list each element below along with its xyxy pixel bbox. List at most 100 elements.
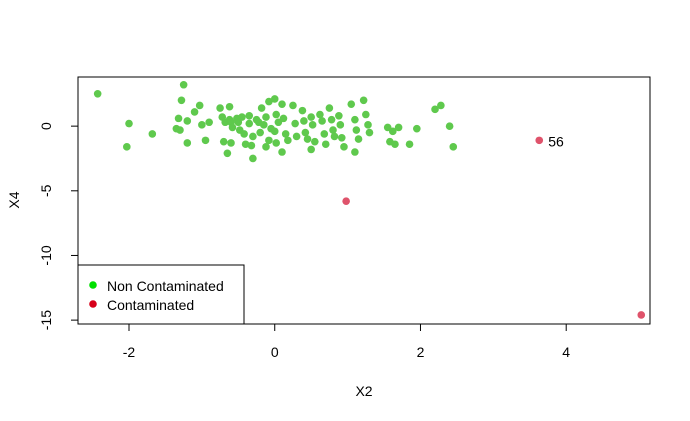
data-point-non-contaminated [365,128,374,137]
data-point-non-contaminated [327,115,336,124]
data-point-non-contaminated [198,121,206,129]
data-point-non-contaminated [183,139,192,147]
legend-label-contaminated: Contaminated [107,297,194,313]
data-point-non-contaminated [316,110,324,119]
data-point-non-contaminated [284,136,292,145]
legend: Non Contaminated Contaminated [77,264,245,325]
data-point-non-contaminated [335,111,343,120]
data-point-non-contaminated [351,148,359,156]
data-point-non-contaminated [241,140,250,149]
point-label: 56 [548,133,564,149]
data-point-non-contaminated [329,126,337,134]
data-point-non-contaminated [262,113,270,121]
data-point-non-contaminated [301,128,310,137]
data-point-non-contaminated [449,143,458,151]
data-point-non-contaminated [262,143,270,151]
data-point-non-contaminated [240,130,248,138]
point-annotations: 56 [548,133,564,149]
data-point-non-contaminated [307,113,315,121]
data-point-non-contaminated [431,105,439,114]
data-point-non-contaminated [320,130,329,138]
data-point-non-contaminated [148,130,157,138]
x-tick-label: -2 [123,344,136,360]
data-point-non-contaminated [177,96,186,105]
data-point-non-contaminated [292,132,301,141]
data-point-non-contaminated [190,108,199,116]
data-point-non-contaminated [272,139,280,147]
data-point-non-contaminated [260,121,268,129]
y-tick-label: -15 [38,310,54,330]
data-point-non-contaminated [238,113,246,121]
data-point-non-contaminated [303,135,312,143]
legend-label-non-contaminated: Non Contaminated [107,278,224,294]
data-point-non-contaminated [362,110,370,119]
data-point-non-contaminated [325,104,334,112]
data-point-non-contaminated [321,140,330,149]
data-point-non-contaminated [265,97,273,106]
data-point-non-contaminated [195,101,204,110]
data-point-non-contaminated [354,135,363,143]
data-point-non-contaminated [308,121,317,129]
data-point-non-contaminated [227,139,235,147]
x-tick-label: 4 [562,344,570,360]
data-point-non-contaminated [298,106,307,115]
y-tick-label: -5 [38,184,54,197]
x-tick-label: 2 [417,344,425,360]
data-point-contaminated [535,136,544,145]
data-point-non-contaminated [176,126,184,134]
legend-marker-contaminated [89,300,97,308]
data-point-non-contaminated [281,130,290,138]
data-point-non-contaminated [291,119,299,128]
data-point-non-contaminated [183,117,192,125]
data-point-non-contaminated [311,137,319,146]
data-point-non-contaminated [123,143,131,151]
data-point-contaminated [637,311,646,319]
data-point-non-contaminated [278,100,286,108]
data-point-non-contaminated [249,154,257,163]
x-tick-label: 0 [271,344,279,360]
data-point-non-contaminated [257,104,266,112]
data-point-non-contaminated [351,115,359,124]
data-point-non-contaminated [223,149,232,158]
data-point-non-contaminated [201,136,210,145]
data-point-non-contaminated [405,140,414,149]
data-point-non-contaminated [279,114,288,123]
data-point-non-contaminated [272,110,280,119]
data-point-non-contaminated [245,119,254,128]
data-point-non-contaminated [359,96,368,105]
data-point-non-contaminated [228,123,237,132]
data-point-non-contaminated [340,143,348,151]
data-point-non-contaminated [347,100,356,108]
data-point-non-contaminated [205,118,213,127]
data-points [93,80,646,319]
data-point-non-contaminated [247,141,256,150]
data-point-non-contaminated [330,132,339,141]
legend-box [77,264,245,325]
data-point-non-contaminated [219,137,228,146]
data-point-non-contaminated [249,132,257,141]
data-point-non-contaminated [179,80,188,89]
data-point-non-contaminated [437,101,445,110]
data-point-non-contaminated [289,101,297,110]
x-axis: -2 0 2 4 [123,323,570,360]
data-point-non-contaminated [413,124,421,133]
data-point-non-contaminated [225,102,234,111]
data-point-non-contaminated [125,119,133,128]
data-point-non-contaminated [337,133,346,142]
data-point-contaminated [342,197,350,205]
data-point-non-contaminated [256,128,264,137]
data-point-non-contaminated [307,145,315,154]
data-point-non-contaminated [216,104,224,112]
data-point-non-contaminated [318,117,326,125]
data-point-non-contaminated [336,121,345,129]
data-point-non-contaminated [265,136,273,145]
data-point-non-contaminated [270,127,279,136]
data-point-non-contaminated [445,122,454,130]
data-point-non-contaminated [270,95,279,103]
data-point-non-contaminated [300,117,308,125]
legend-marker-non-contaminated [89,281,97,289]
y-axis: 0 -5 -10 -15 [38,122,79,330]
data-point-non-contaminated [394,123,403,132]
data-point-non-contaminated [352,126,361,134]
y-tick-label: -10 [38,245,54,265]
